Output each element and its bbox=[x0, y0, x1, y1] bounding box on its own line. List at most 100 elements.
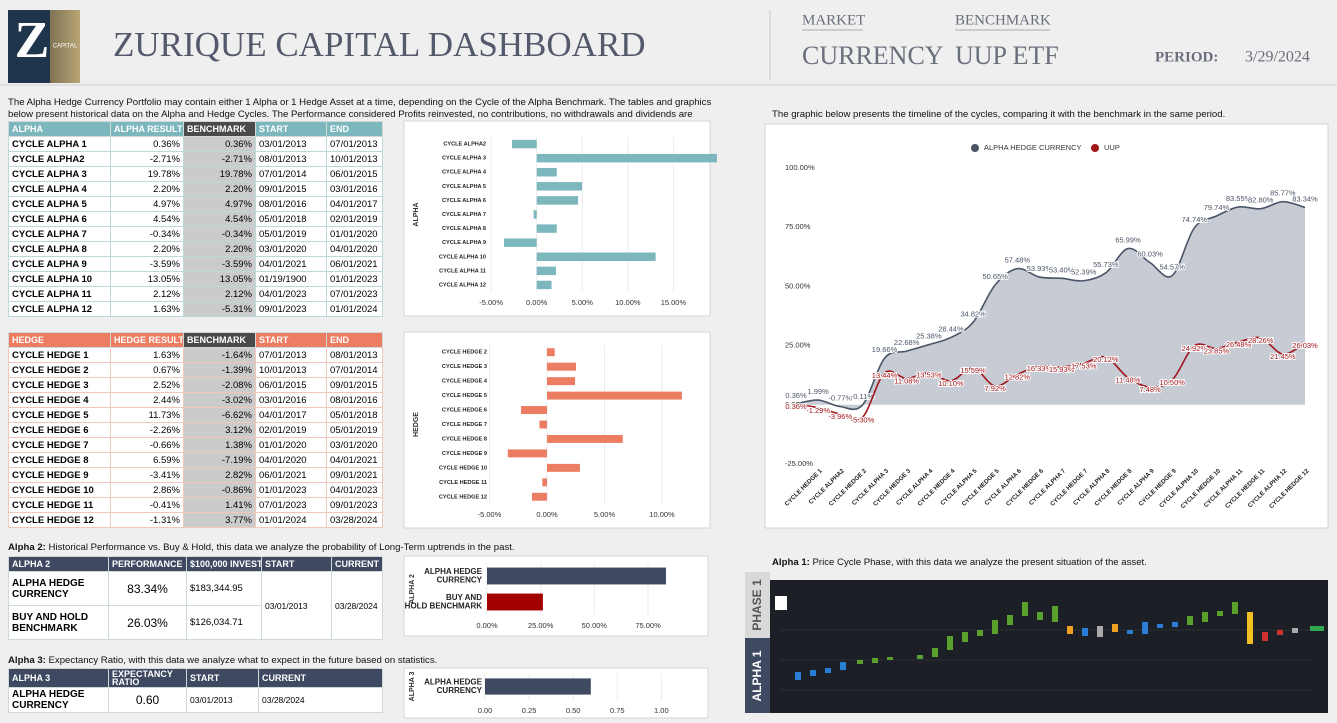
cell: 2.12% bbox=[183, 286, 256, 302]
row: CYCLE HEDGE 7 -0.66% 1.38% 01/01/2020 03/01/… bbox=[8, 437, 383, 453]
cell: 03/01/2013 bbox=[186, 687, 259, 713]
cell: CYCLE ALPHA 6 bbox=[8, 211, 111, 227]
row: ALPHA HEDGE CURRENCY 83.34% $183,344.95 03/… bbox=[8, 571, 383, 640]
cell: 01/01/2024 bbox=[326, 301, 383, 317]
category-label: CYCLE HEDGE 9 bbox=[442, 451, 487, 457]
data-label: 26.48% bbox=[1226, 340, 1252, 349]
tab[interactable] bbox=[745, 572, 770, 638]
cell: CYCLE ALPHA 1 bbox=[8, 136, 111, 152]
data-label: 0.36% bbox=[785, 391, 807, 400]
label-line: HOLD BENCHMARK bbox=[405, 602, 483, 611]
cell: 03/28/2024 bbox=[331, 571, 383, 640]
cell: 06/01/2021 bbox=[326, 256, 383, 272]
data-label: 52.39% bbox=[1071, 268, 1097, 277]
cell: BUY AND HOLD BENCHMARK bbox=[8, 605, 109, 640]
axis-label: ALPHA 3 bbox=[409, 672, 416, 702]
data-label: 11.48% bbox=[1116, 376, 1141, 385]
bar bbox=[531, 492, 547, 501]
cell: ALPHA HEDGE CURRENCY bbox=[8, 687, 109, 713]
category-label: CYCLE ALPHA 10 bbox=[439, 254, 486, 260]
cell: 19.78% bbox=[183, 166, 256, 182]
cell: -2.71% bbox=[183, 151, 256, 167]
cell: 6.59% bbox=[110, 452, 184, 468]
cell: 4.97% bbox=[110, 196, 184, 212]
header-cell: ALPHA 2 bbox=[8, 556, 109, 572]
cell: CYCLE ALPHA 4 bbox=[8, 181, 111, 197]
title: ZURIQUE CAPITAL DASHBOARD bbox=[113, 25, 646, 64]
cell: 2.86% bbox=[110, 482, 184, 498]
category-label: BUY AND HOLD BENCHMARK bbox=[405, 593, 483, 610]
cell: 01/01/2020 bbox=[255, 437, 327, 453]
cell: CYCLE HEDGE 7 bbox=[8, 437, 111, 453]
cell: 04/01/2021 bbox=[326, 452, 383, 468]
cell: CYCLE HEDGE 3 bbox=[8, 377, 111, 393]
cell: 01/01/2023 bbox=[326, 271, 383, 287]
cell: 04/01/2023 bbox=[255, 286, 327, 302]
cell: 05/01/2018 bbox=[255, 211, 327, 227]
data-label: 1.99% bbox=[807, 387, 829, 396]
data-label: 21.45% bbox=[1270, 352, 1296, 361]
cell: -6.62% bbox=[183, 407, 256, 423]
cell: 04/01/2017 bbox=[326, 196, 383, 212]
section-text: Historical Performance vs. Buy & Hold, t… bbox=[45, 542, 515, 553]
category-label: CYCLE ALPHA 5 bbox=[442, 184, 486, 190]
x-tick-label: 5.00% bbox=[594, 510, 616, 519]
cell: 3.77% bbox=[183, 512, 256, 528]
cell: 03/28/2024 bbox=[326, 512, 383, 528]
cell: CYCLE ALPHA 9 bbox=[8, 256, 111, 272]
cell: 1.63% bbox=[110, 301, 184, 317]
cell: ALPHA HEDGE CURRENCY bbox=[8, 571, 109, 606]
cell: 0.36% bbox=[183, 136, 256, 152]
header-cell: START bbox=[255, 121, 327, 137]
cell: 26.03% bbox=[108, 605, 187, 640]
bar bbox=[539, 420, 547, 429]
period-label: PERIOD: bbox=[1155, 49, 1218, 65]
logo-gold bbox=[50, 10, 80, 83]
cell: 07/01/2013 bbox=[255, 347, 327, 363]
data-label: 57.48% bbox=[1005, 256, 1031, 265]
cell: CYCLE HEDGE 1 bbox=[8, 347, 111, 363]
category-label: CYCLE HEDGE 4 bbox=[442, 379, 488, 385]
cell: 01/19/1900 bbox=[255, 271, 327, 287]
cell: 08/01/2013 bbox=[255, 151, 327, 167]
x-tick-label: 0.00 bbox=[478, 706, 493, 715]
tab[interactable] bbox=[745, 638, 770, 713]
y-tick-label: 25.00% bbox=[785, 341, 811, 350]
cell: 07/01/2023 bbox=[326, 286, 383, 302]
bar bbox=[536, 168, 557, 177]
cell: 04/01/2017 bbox=[255, 407, 327, 423]
cell: 2.44% bbox=[110, 392, 184, 408]
cell: 4.97% bbox=[183, 196, 256, 212]
section-title: Alpha 2: Historical Performance vs. Buy … bbox=[8, 542, 728, 554]
header-cell: BENCHMARK bbox=[183, 121, 256, 137]
cell: -1.31% bbox=[110, 512, 184, 528]
cell: 07/01/2014 bbox=[326, 362, 383, 378]
cell: CYCLE HEDGE 2 bbox=[8, 362, 111, 378]
cell: 01/01/2024 bbox=[255, 512, 327, 528]
cell: -3.02% bbox=[183, 392, 256, 408]
line bbox=[795, 200, 1306, 411]
cell: $126,034.71 bbox=[186, 605, 262, 640]
cell: CYCLE HEDGE 9 bbox=[8, 467, 111, 483]
data-label: -0.11% bbox=[851, 392, 875, 401]
category-label: CYCLE ALPHA2 bbox=[443, 142, 486, 148]
row: CYCLE ALPHA2 -2.71% -2.71% 08/01/2013 10/01/… bbox=[8, 151, 383, 167]
data-label: 74.74% bbox=[1182, 215, 1208, 224]
section-label: Alpha 3: bbox=[8, 655, 46, 666]
data-label: 79.74% bbox=[1204, 203, 1230, 212]
bar bbox=[536, 196, 579, 205]
data-label: 17.53% bbox=[1071, 361, 1097, 370]
category-label: CYCLE HEDGE 3 bbox=[442, 364, 487, 370]
cell: 0.36% bbox=[110, 136, 184, 152]
legend-swatch bbox=[971, 144, 979, 152]
cell: 04/01/2020 bbox=[255, 452, 327, 468]
cell: 09/01/2023 bbox=[255, 301, 327, 317]
header-cell: HEDGE RESULT bbox=[110, 332, 184, 348]
cell: 09/01/2023 bbox=[326, 497, 383, 513]
cell: 08/01/2013 bbox=[326, 347, 383, 363]
benchmark-label: BENCHMARK bbox=[955, 12, 1051, 28]
row: CYCLE HEDGE 5 11.73% -6.62% 04/01/2017 05/01… bbox=[8, 407, 383, 423]
data-label: -0.77% bbox=[828, 394, 852, 403]
header-cell: END bbox=[326, 332, 383, 348]
